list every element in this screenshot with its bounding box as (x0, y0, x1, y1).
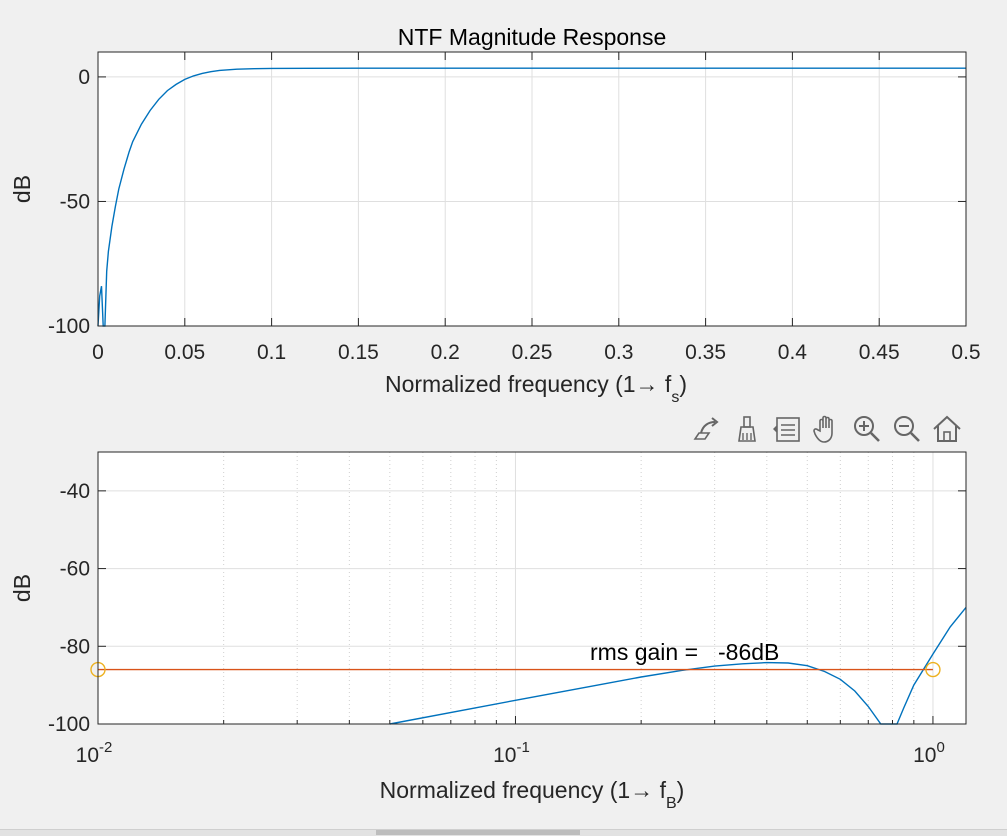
bottom-ytick-label: -60 (60, 558, 90, 581)
top-ytick-label: -50 (60, 190, 90, 213)
home-icon (933, 415, 961, 442)
bottom-xtick-base: 10 (76, 744, 99, 767)
bottom-ylabel: dB (9, 574, 35, 602)
top-title: NTF Magnitude Response (398, 24, 666, 50)
bottom-xtick-exponent: -2 (99, 739, 112, 756)
zoom-in-button[interactable] (848, 410, 886, 448)
zoom-in-icon (854, 416, 880, 442)
top-xtick-label: 0.3 (604, 341, 633, 364)
annotation-label: rms gain = (590, 639, 698, 665)
bottom-xlabel-main: Normalized frequency (1→ f (380, 777, 667, 803)
bottom-xtick-base: 10 (493, 744, 516, 767)
bottom-rms-marker (925, 661, 941, 678)
top-xlabel-main: Normalized frequency (1→ f (385, 371, 672, 397)
bottom-scroll-thumb[interactable] (376, 830, 580, 835)
bottom-ntf-line (389, 606, 967, 725)
bottom-series (90, 606, 967, 725)
top-xlabel-sub: s (671, 389, 679, 406)
top-xlabel: Normalized frequency (1→ fs) (385, 371, 687, 406)
pan-icon (813, 415, 833, 443)
bottom-axes: 10-2 10-1 100-100-80-60-40 rms gain = -86dB… (9, 451, 967, 812)
home-button[interactable] (928, 410, 966, 448)
top-xtick-label: 0.5 (951, 341, 980, 364)
bottom-xtick-base: 10 (913, 744, 936, 767)
annotation-value: -86dB (718, 639, 779, 665)
legend-button[interactable] (768, 410, 806, 448)
top-xlabel-close: ) (679, 371, 687, 397)
pan-button[interactable] (808, 410, 846, 448)
bottom-ytick-label: -80 (60, 635, 90, 658)
top-ylabel: dB (9, 175, 35, 203)
top-xtick-label: 0.05 (164, 341, 205, 364)
bottom-grid (98, 452, 966, 724)
top-grid (98, 52, 966, 326)
top-ticks: 0 0.05 0.1 0.15 0.2 0.25 0.3 0.35 0.4 0.45 0.5 -100… (48, 52, 981, 364)
bottom-axes-background (98, 452, 966, 724)
top-ytick-label: -100 (48, 315, 90, 338)
bottom-xtick-label: 10-1 (493, 739, 530, 767)
bottom-xtick-label: 100 (913, 739, 945, 767)
top-xtick-label: 0 (92, 341, 104, 364)
bottom-axes-frame (97, 451, 967, 725)
bottom-xtick-exponent: -1 (516, 739, 529, 756)
top-xtick-label: 0.1 (257, 341, 286, 364)
bottom-xtick-label: 10-2 (76, 739, 113, 767)
top-xtick-label: 0.4 (778, 341, 808, 364)
bottom-ytick-label: -40 (60, 480, 90, 503)
export-icon (693, 417, 719, 440)
brush-icon (738, 416, 756, 442)
top-xtick-label: 0.35 (685, 341, 726, 364)
bottom-xlabel-sub: B (666, 795, 677, 812)
legend-icon (773, 417, 800, 442)
bottom-ytick-label: -100 (48, 713, 90, 736)
brush-button[interactable] (728, 410, 766, 448)
bottom-annotation: rms gain = -86dB (590, 639, 779, 665)
top-xtick-label: 0.15 (338, 341, 379, 364)
bottom-ticks: 10-2 10-1 100-100-80-60-40 (48, 480, 966, 767)
top-ytick-label: 0 (78, 66, 90, 89)
export-button[interactable] (688, 410, 726, 448)
bottom-xlabel-close: ) (677, 777, 685, 803)
zoom-out-icon (894, 416, 920, 442)
top-axes: 0 0.05 0.1 0.15 0.2 0.25 0.3 0.35 0.4 0.45 0.5 -100… (9, 24, 981, 406)
top-xtick-label: 0.2 (431, 341, 460, 364)
bottom-xtick-exponent: 0 (936, 739, 944, 756)
top-xtick-label: 0.45 (859, 341, 900, 364)
bottom-xlabel: Normalized frequency (1→ fB) (380, 777, 685, 812)
top-series (97, 67, 966, 327)
top-ntf-line (97, 67, 966, 327)
zoom-out-button[interactable] (888, 410, 926, 448)
axes-toolbar (688, 410, 966, 448)
top-xtick-label: 0.25 (512, 341, 553, 364)
